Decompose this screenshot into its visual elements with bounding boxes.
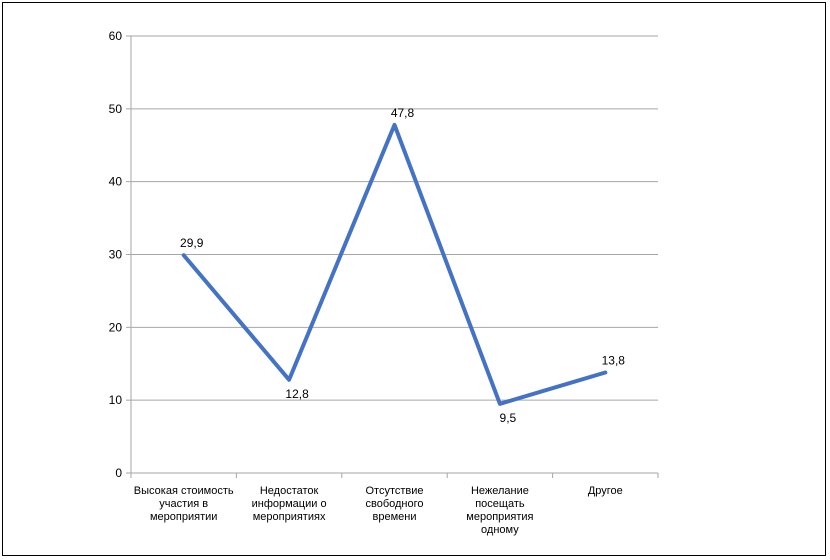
y-tick-label: 60: [109, 29, 123, 43]
x-tick-label-line: Отсутствие: [365, 485, 423, 497]
series-line: [181, 122, 608, 406]
x-tick-label-line: мероприятия: [466, 511, 533, 523]
y-tick-label: 50: [109, 102, 123, 116]
y-tick-label: 40: [109, 175, 123, 189]
x-tick-label-line: посещать: [475, 498, 525, 510]
data-point: [183, 254, 185, 256]
x-tick-label-line: свободного: [365, 498, 423, 510]
data-point: [499, 403, 501, 405]
y-tick-label: 30: [109, 248, 123, 262]
x-tick-label-line: времени: [373, 511, 417, 523]
data-label: 13,8: [602, 353, 626, 367]
x-tick-label-line: участия в: [159, 498, 208, 510]
data-label: 9,5: [500, 411, 517, 425]
x-tick-label-line: информации о: [252, 498, 327, 510]
x-tick-label-line: Другое: [588, 485, 623, 497]
x-tick-label: Другое: [588, 485, 623, 497]
x-tick-label-line: одному: [481, 524, 519, 536]
x-tick-label: Отсутствие свободного времени: [365, 485, 423, 523]
y-tick-label: 10: [109, 393, 123, 407]
x-tick-label: Высокая стоимость участия в мероприятии: [134, 485, 234, 523]
x-tick-label-line: Недостаток: [260, 485, 319, 497]
x-tick-label: Недостаток информации о мероприятиях: [252, 485, 327, 523]
data-point: [288, 379, 290, 381]
data-label: 47,8: [391, 106, 415, 120]
y-tick-label: 0: [115, 466, 122, 480]
data-label: 29,9: [180, 236, 204, 250]
y-tick-label: 20: [109, 320, 123, 334]
x-tick-label-line: мероприятии: [150, 511, 217, 523]
x-tick-label: Нежелание посещать мероприятия одному: [466, 485, 533, 536]
data-point: [394, 124, 395, 126]
data-point: [604, 371, 606, 373]
x-tick-label-line: мероприятиях: [253, 511, 326, 523]
x-tick-label-line: Высокая стоимость: [134, 485, 234, 497]
x-tick-label-line: Нежелание: [471, 485, 529, 497]
data-label: 12,8: [285, 387, 309, 401]
